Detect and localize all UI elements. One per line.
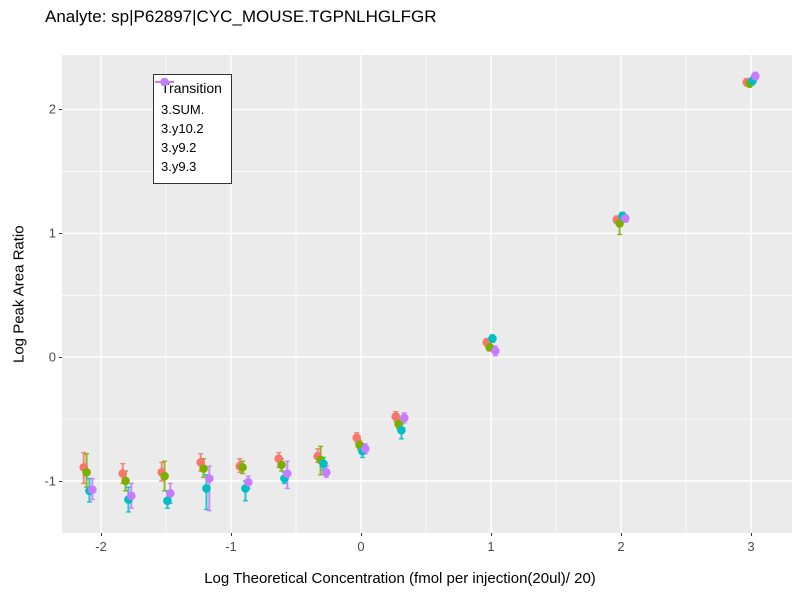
- data-point-3.y9.3: [400, 413, 409, 423]
- y-tick-label: 1: [48, 225, 56, 241]
- y-tick-mark: [59, 109, 62, 111]
- plot-area-svg: [62, 55, 792, 533]
- y-tick-label: -1: [44, 473, 56, 489]
- x-tick-mark: [621, 533, 623, 536]
- y-tick-label: 0: [48, 349, 56, 365]
- data-point-3.y9.3: [361, 444, 370, 454]
- x-tick-label: -1: [225, 539, 237, 554]
- legend-items: 3.SUM. 3.y10.2 3.y9.2 3.y9.3: [155, 78, 222, 176]
- x-tick-mark: [751, 533, 753, 536]
- y-tick-mark: [59, 480, 62, 482]
- data-point-3.y9.3: [87, 485, 97, 494]
- legend-item-3.y9.2: 3.y9.2: [155, 78, 222, 157]
- legend-item-label: 3.y10.2: [161, 121, 204, 136]
- data-point-3.y9.3: [165, 489, 175, 498]
- data-point-3.y10.2: [199, 464, 208, 473]
- data-point-3.y10.2: [121, 476, 130, 486]
- legend-item-3.y10.2: 3.y10.2: [155, 78, 222, 138]
- legend-item-label: 3.y9.2: [161, 140, 197, 155]
- legend-title: Transition: [161, 80, 222, 96]
- data-point-3.y9.3: [322, 468, 331, 477]
- x-tick-label: 2: [617, 539, 625, 554]
- x-tick-mark: [101, 533, 102, 536]
- x-tick-label: 0: [357, 539, 365, 554]
- data-point-3.y9.3: [244, 477, 253, 487]
- y-tick-mark: [59, 233, 62, 235]
- data-point-3.y9.3: [751, 71, 760, 81]
- legend-item-3.y9.3: 3.y9.3: [155, 78, 222, 176]
- legend-item-label: 3.SUM.: [161, 102, 205, 117]
- y-tick-label: 2: [48, 101, 56, 117]
- chart-title: Analyte: sp|P62897|CYC_MOUSE.TGPNLHGLFGR: [45, 7, 437, 26]
- data-point-3.y10.2: [277, 460, 286, 470]
- x-tick-label: -2: [95, 539, 107, 554]
- y-axis-label: Log Peak Area Ratio: [10, 225, 28, 363]
- x-tick-label: 3: [747, 539, 755, 554]
- data-point-3.y10.2: [615, 219, 624, 228]
- data-point-3.y9.3: [126, 491, 136, 501]
- x-tick-mark: [491, 533, 493, 536]
- data-point-3.y10.2: [160, 471, 169, 481]
- data-point-3.y9.2: [319, 459, 328, 468]
- data-point-3.y9.3: [283, 469, 292, 478]
- data-point-3.y9.2: [202, 484, 211, 493]
- legend-key-icon: [155, 78, 174, 86]
- legend-item-label: 3.y9.3: [161, 159, 197, 174]
- data-point-3.y9.2: [488, 334, 497, 343]
- data-point-3.y9.3: [491, 346, 500, 356]
- x-tick-mark: [361, 533, 363, 536]
- data-point-3.y10.2: [82, 468, 91, 477]
- data-point-3.SUM.: [118, 469, 128, 478]
- y-tick-mark: [59, 357, 62, 359]
- data-point-3.y9.3: [621, 214, 630, 223]
- legend: Transition 3.SUM. 3.y10.2 3.y9.2 3.y9.3: [153, 74, 232, 184]
- x-axis-label: Log Theoretical Concentration (fmol per …: [204, 570, 596, 587]
- x-tick-label: 1: [487, 539, 495, 554]
- data-point-3.SUM.: [391, 412, 401, 421]
- data-point-3.y9.2: [397, 425, 406, 435]
- plot-panel: Transition 3.SUM. 3.y10.2 3.y9.2 3.y9.3: [62, 55, 792, 533]
- data-point-3.y10.2: [238, 463, 247, 472]
- x-tick-mark: [231, 533, 232, 536]
- data-point-3.SUM.: [352, 433, 362, 442]
- legend-item-3.SUM.: 3.SUM.: [155, 78, 222, 119]
- data-point-3.y9.2: [163, 496, 172, 506]
- data-point-3.y9.3: [205, 474, 214, 483]
